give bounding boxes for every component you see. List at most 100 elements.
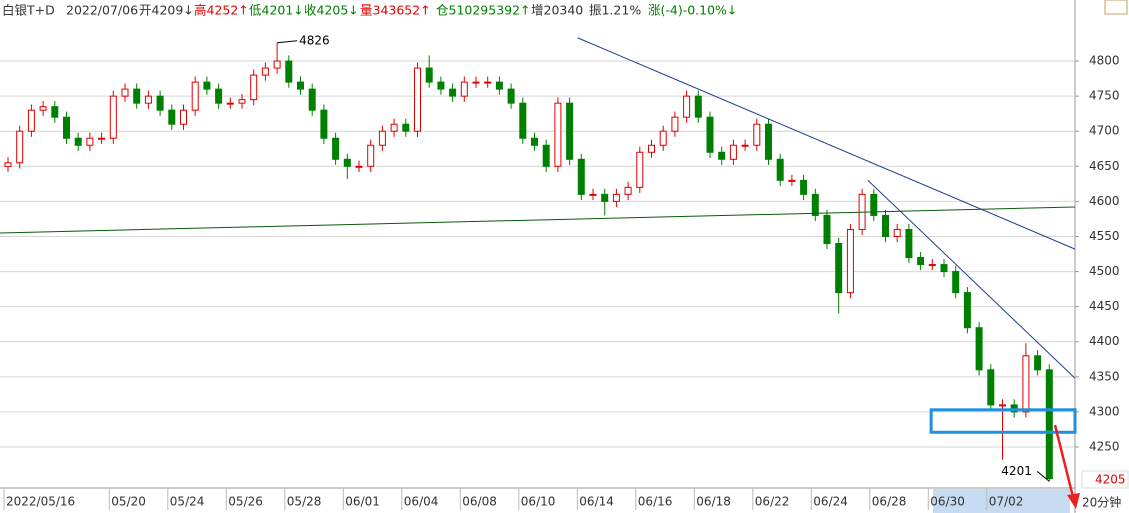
x-tick-label: 06/04 <box>404 495 439 509</box>
x-tick-label: 05/28 <box>287 495 322 509</box>
candle-body <box>238 99 246 104</box>
candle-body <box>800 179 808 195</box>
trend-line <box>867 179 1076 379</box>
last-price: 4205 <box>1095 473 1126 487</box>
x-tick-label: 06/22 <box>755 495 790 509</box>
candle-body <box>741 144 749 147</box>
candle-body <box>355 165 363 168</box>
candle-body <box>893 228 901 237</box>
candle-body <box>507 88 515 104</box>
x-tick-label: 06/24 <box>813 495 848 509</box>
x-tick-label: 06/30 <box>930 495 965 509</box>
arrow-head <box>1067 493 1080 509</box>
candle-body <box>98 137 106 140</box>
candle-body <box>367 144 375 167</box>
x-tick-label: 05/20 <box>111 495 146 509</box>
y-tick-label: 4450 <box>1089 299 1120 313</box>
candle-body <box>648 144 655 153</box>
y-tick-label: 4500 <box>1089 264 1120 278</box>
trend-line <box>0 206 1076 234</box>
candle-body <box>285 60 293 83</box>
candle-body <box>729 144 737 160</box>
candle-body <box>823 214 831 244</box>
x-tick-label: 07/02 <box>989 495 1024 509</box>
candle-body <box>846 228 854 294</box>
candle-body <box>811 193 819 216</box>
candle-body <box>554 102 562 167</box>
x-tick-label: 06/10 <box>521 495 556 509</box>
candle-body <box>917 257 925 266</box>
candle-body <box>449 88 457 97</box>
candle-body <box>788 179 796 182</box>
candle-body <box>133 88 141 104</box>
candle-body <box>952 271 960 294</box>
candle-body <box>63 116 70 139</box>
candle-body <box>975 327 983 371</box>
candle-body <box>4 162 12 167</box>
y-tick-label: 4750 <box>1089 89 1120 103</box>
candle-body <box>144 95 152 104</box>
candle-body <box>109 95 117 139</box>
x-tick-label: 06/18 <box>696 495 731 509</box>
header: 白银T+D 2022/07/06 开4209↓ 高4252↑ 低4201↓ 收4… <box>2 3 737 18</box>
candle-body <box>589 193 597 196</box>
candle-body <box>343 158 351 167</box>
candle-body <box>320 109 328 139</box>
candle-body <box>577 158 585 195</box>
annotation-leader <box>1036 471 1050 482</box>
candle-body <box>86 137 94 146</box>
candle-body <box>168 109 176 125</box>
candle-body <box>308 88 316 111</box>
header-position: 仓510295392↑ <box>436 3 531 18</box>
y-tick-label: 4800 <box>1089 54 1120 68</box>
candle-body <box>191 81 199 111</box>
candle-body <box>250 74 258 101</box>
candle-body <box>683 95 691 118</box>
candle-body <box>297 81 304 90</box>
x-tick-label: 06/16 <box>638 495 673 509</box>
header-change: 涨(-4)-0.10%↓ <box>648 3 737 18</box>
x-tick-label: 2022/05/16 <box>6 495 75 509</box>
x-tick-label: 06/14 <box>579 495 614 509</box>
candle-body <box>437 81 445 90</box>
candle-body <box>765 123 772 160</box>
x-tick-label: 05/26 <box>228 495 263 509</box>
candle-body <box>414 67 421 132</box>
header-close: 收4205↓ <box>304 3 359 18</box>
y-tick-label: 4300 <box>1089 404 1120 418</box>
candle-body <box>531 137 538 146</box>
candle-body <box>390 123 398 132</box>
candle-body <box>870 193 878 216</box>
candle-body <box>472 81 480 84</box>
annotation-leader <box>277 40 298 44</box>
last-price-box <box>1081 470 1129 489</box>
candle-body <box>519 102 527 139</box>
candle-body <box>706 116 714 153</box>
candle-body <box>940 264 948 273</box>
candle-body <box>74 137 82 146</box>
y-tick-label: 4650 <box>1089 159 1120 173</box>
candle-body <box>718 151 726 160</box>
candle-body <box>1034 355 1042 371</box>
candle-body <box>882 214 889 237</box>
candle-body <box>402 123 410 132</box>
y-tick-label: 4250 <box>1089 440 1120 454</box>
candle-body <box>636 151 644 188</box>
candle-body <box>835 243 843 294</box>
candle-body <box>27 109 35 132</box>
candle-body <box>332 137 340 160</box>
annotation-label: 4201 <box>1001 464 1032 478</box>
corner-icon[interactable] <box>1104 0 1128 15</box>
candle-body <box>753 123 761 146</box>
header-title: 白银T+D <box>2 3 55 18</box>
candle-body <box>460 81 468 97</box>
highlight-box <box>929 408 1077 434</box>
x-tick-label: 06/28 <box>872 495 907 509</box>
candle-body <box>987 369 995 406</box>
candle-body <box>624 186 632 195</box>
x-tick-label: 06/08 <box>462 495 497 509</box>
candle-body <box>566 102 574 160</box>
candle-body <box>1022 355 1030 413</box>
arrow-shaft <box>1053 424 1075 498</box>
